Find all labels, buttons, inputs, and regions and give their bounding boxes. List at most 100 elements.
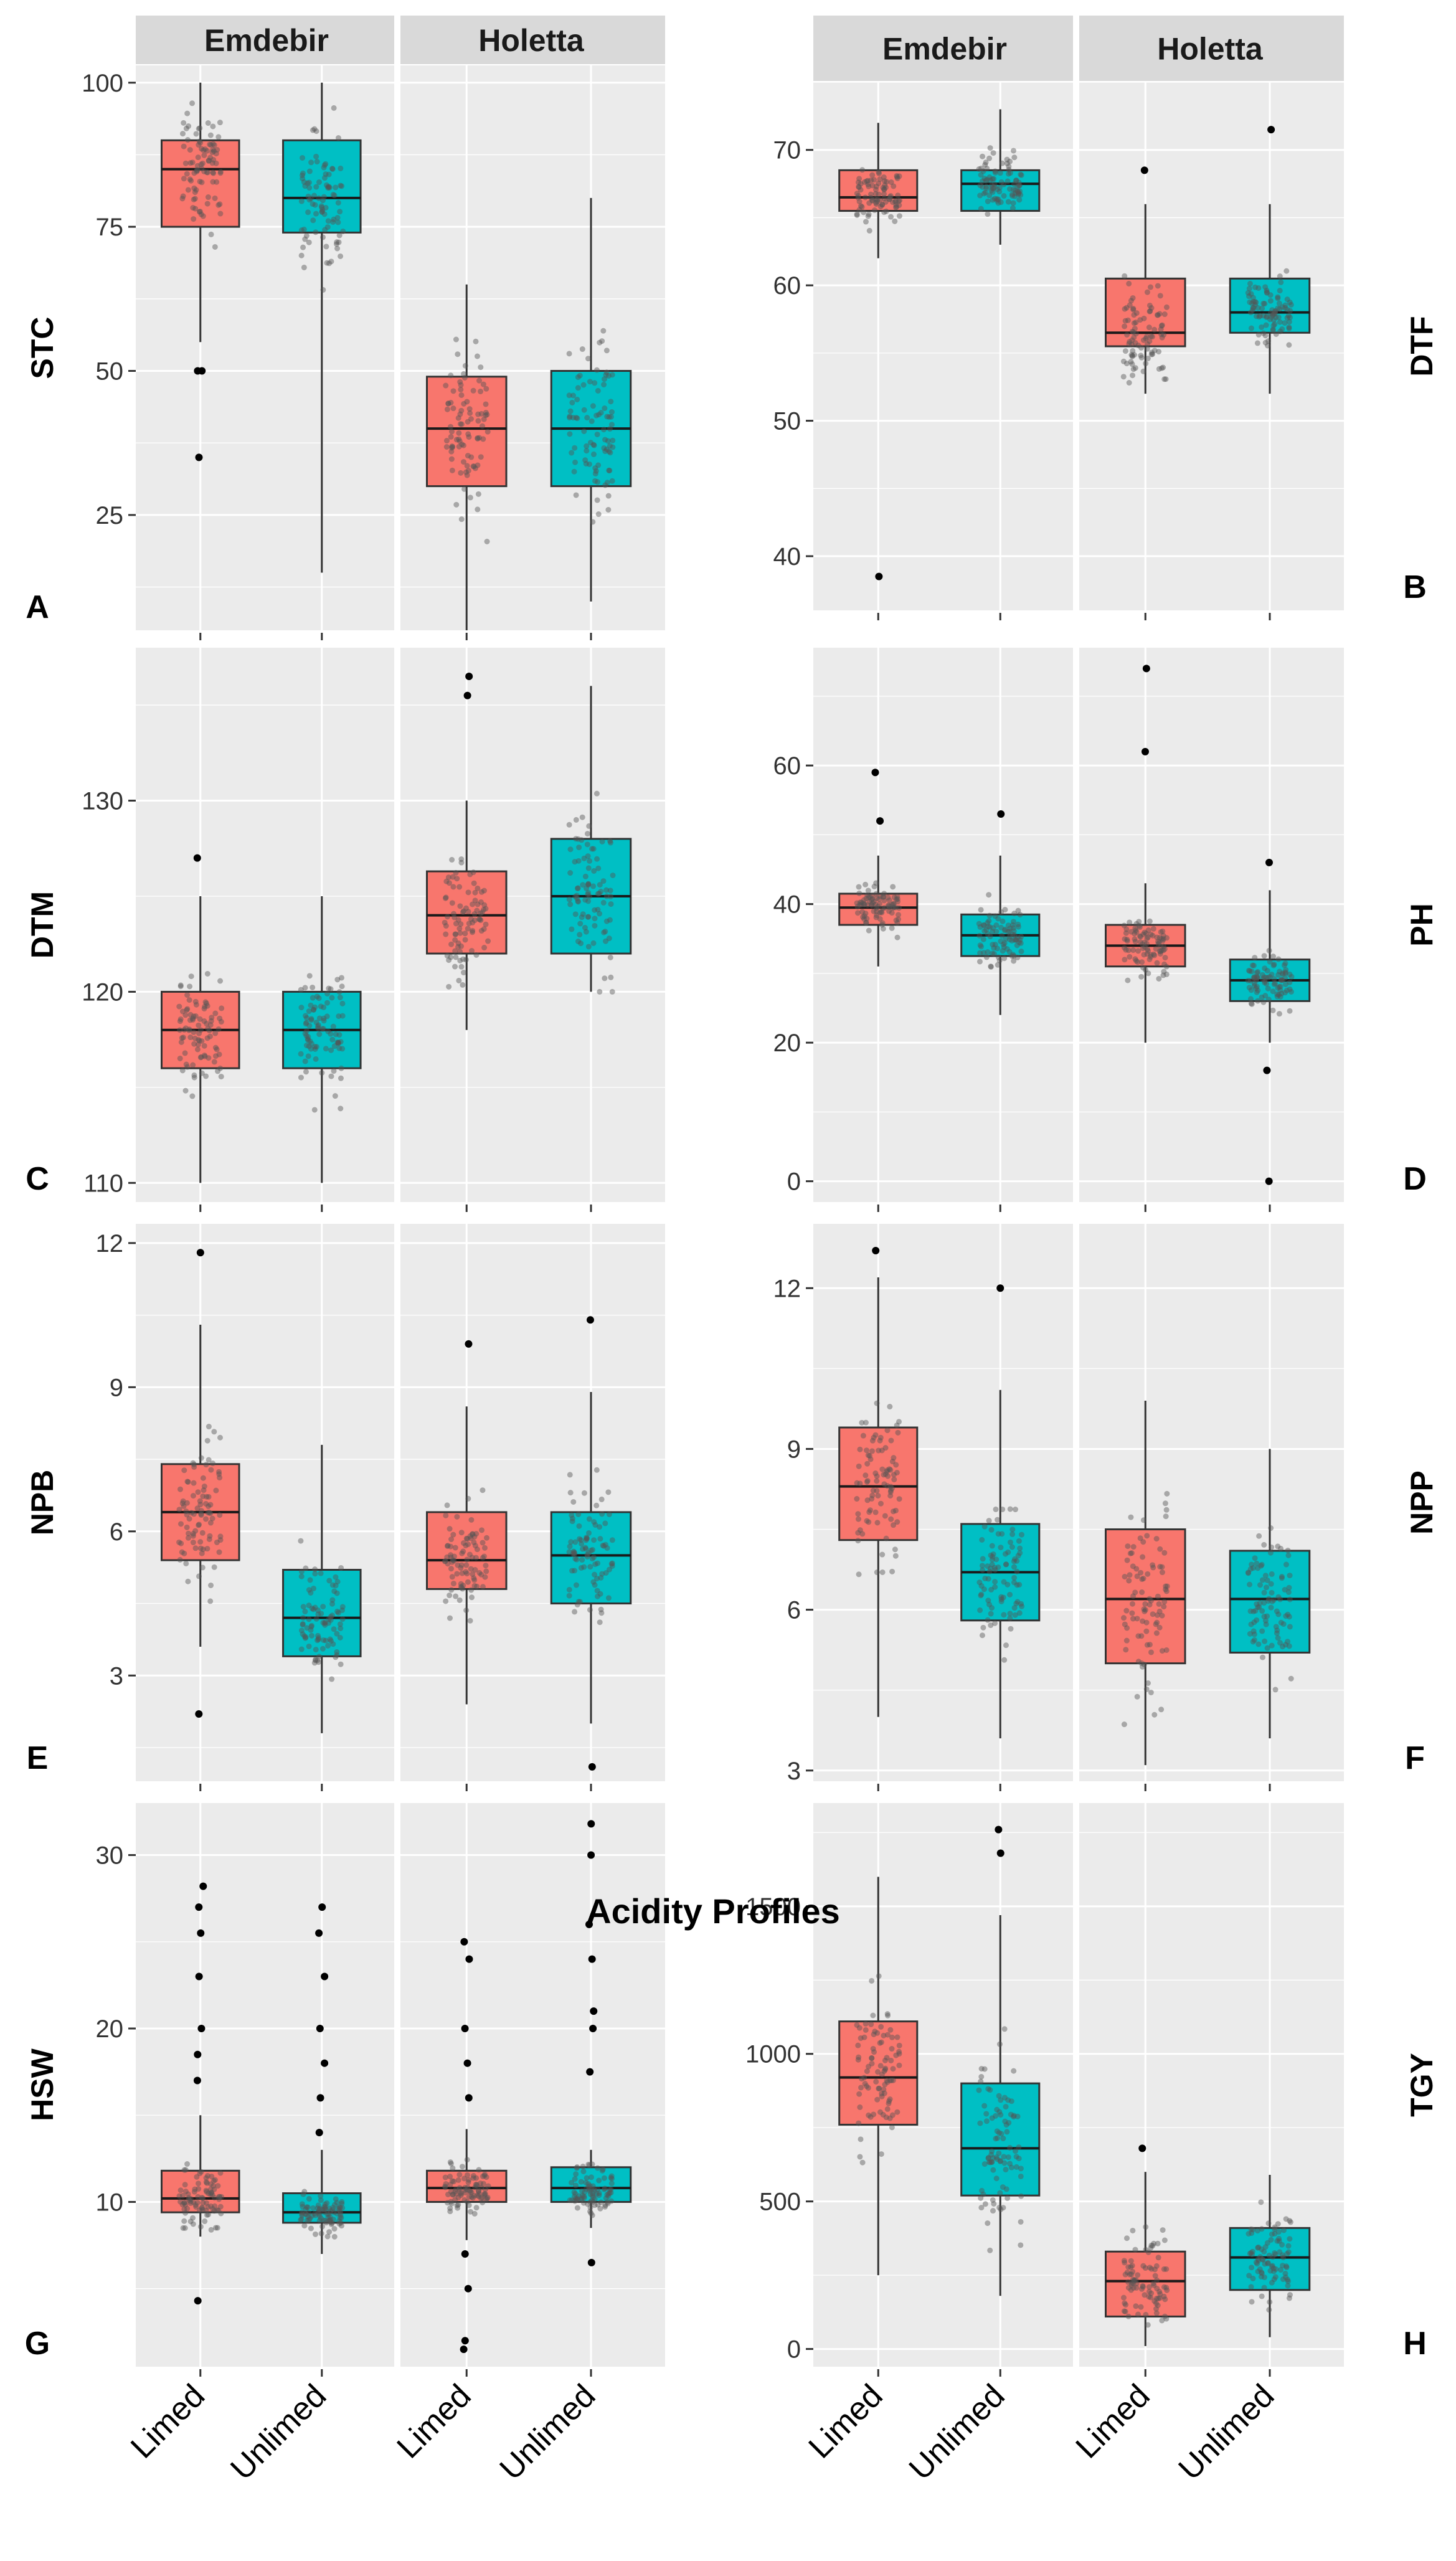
- jitter-point: [894, 1422, 900, 1428]
- jitter-point: [476, 435, 483, 441]
- jitter-point: [980, 2191, 986, 2197]
- jitter-point: [608, 2173, 615, 2179]
- jitter-point: [1164, 1583, 1170, 1589]
- jitter-point: [484, 2195, 490, 2202]
- jitter-point: [181, 1467, 187, 1474]
- jitter-point: [216, 2196, 222, 2202]
- box-unlimed: [282, 139, 362, 234]
- jitter-point: [1252, 284, 1259, 290]
- jitter-point: [1160, 972, 1166, 978]
- jitter-point: [215, 134, 222, 140]
- jitter-point: [983, 927, 990, 933]
- jitter-point: [309, 1605, 315, 1611]
- jitter-point: [998, 1594, 1005, 1600]
- jitter-point: [587, 2199, 593, 2205]
- jitter-point: [1261, 1600, 1267, 1606]
- jitter-point: [311, 2210, 318, 2217]
- jitter-point: [331, 1626, 337, 1632]
- jitter-point: [217, 170, 224, 176]
- jitter-point: [578, 2179, 584, 2185]
- jitter-point: [449, 443, 455, 450]
- jitter-point: [1132, 2277, 1138, 2283]
- jitter-point: [315, 2202, 321, 2208]
- jitter-point: [209, 149, 215, 156]
- box-limed: [838, 892, 919, 926]
- jitter-point: [605, 2199, 611, 2205]
- jitter-point: [1249, 2230, 1255, 2237]
- jitter-point: [328, 1047, 334, 1053]
- jitter-point: [1261, 2284, 1267, 2291]
- jitter-point: [987, 178, 993, 184]
- jitter-point: [1142, 939, 1148, 945]
- jitter-point: [602, 376, 608, 382]
- jitter-point: [1007, 1539, 1013, 1545]
- jitter-point: [461, 400, 467, 407]
- jitter-point: [604, 480, 610, 486]
- jitter-point: [1012, 1507, 1018, 1513]
- jitter-point: [998, 2112, 1004, 2118]
- jitter-point: [603, 893, 610, 899]
- panel-letter: G: [25, 2326, 50, 2362]
- jitter-point: [877, 916, 883, 922]
- jitter-point: [1270, 2268, 1277, 2275]
- jitter-point: [1143, 967, 1149, 973]
- jitter-point: [601, 382, 607, 388]
- jitter-point: [872, 1509, 879, 1515]
- jitter-point: [889, 2046, 895, 2052]
- jitter-point: [1255, 2244, 1262, 2250]
- jitter-point: [1262, 980, 1268, 986]
- jitter-point: [183, 1560, 189, 1566]
- jitter-point: [1266, 1596, 1272, 1602]
- jitter-point: [1262, 2244, 1269, 2250]
- jitter-point: [1159, 1612, 1165, 1619]
- jitter-point: [468, 1566, 474, 1572]
- jitter-point: [213, 1487, 219, 1494]
- jitter-point: [323, 182, 329, 188]
- jitter-point: [481, 888, 488, 894]
- jitter-point: [217, 2204, 224, 2210]
- jitter-point: [203, 2179, 209, 2185]
- jitter-point: [986, 192, 993, 199]
- jitter-point: [313, 1647, 319, 1653]
- panel-letter: F: [1405, 1740, 1425, 1776]
- jitter-point: [1144, 341, 1150, 347]
- jitter-point: [1256, 314, 1262, 320]
- jitter-point: [217, 978, 224, 984]
- jitter-point: [609, 478, 615, 484]
- jitter-point: [996, 2205, 1003, 2211]
- y-tick-label: 120: [82, 978, 123, 1006]
- jitter-point: [1161, 968, 1167, 975]
- jitter-point: [884, 1483, 891, 1489]
- jitter-point: [1008, 1626, 1014, 1632]
- jitter-point: [571, 1551, 577, 1558]
- jitter-point: [456, 2185, 463, 2191]
- jitter-point: [1128, 1514, 1134, 1520]
- jitter-point: [338, 2209, 344, 2215]
- jitter-point: [331, 105, 337, 111]
- jitter-point: [185, 187, 191, 193]
- jitter-point: [181, 2200, 187, 2206]
- y-tick-label: 500: [759, 2189, 801, 2216]
- jitter-point: [319, 207, 326, 213]
- jitter-point: [594, 431, 600, 437]
- jitter-point: [204, 2212, 210, 2218]
- jitter-point: [992, 1620, 998, 1626]
- outlier-point: [586, 2068, 594, 2076]
- jitter-point: [876, 171, 882, 177]
- jitter-point: [1264, 1577, 1270, 1583]
- jitter-point: [1250, 1608, 1257, 1614]
- jitter-point: [455, 2177, 461, 2183]
- jitter-point: [1263, 322, 1269, 328]
- box-unlimed: [1229, 2227, 1311, 2291]
- jitter-point: [328, 986, 334, 992]
- jitter-point: [472, 1543, 478, 1549]
- jitter-point: [885, 1473, 891, 1479]
- jitter-point: [575, 1599, 582, 1605]
- jitter-point: [585, 2184, 592, 2190]
- y-tick-label: 60: [773, 272, 801, 300]
- jitter-point: [571, 1549, 577, 1555]
- jitter-point: [1277, 987, 1283, 993]
- jitter-point: [1014, 934, 1021, 940]
- jitter-point: [1142, 2265, 1148, 2271]
- jitter-point: [211, 2208, 217, 2214]
